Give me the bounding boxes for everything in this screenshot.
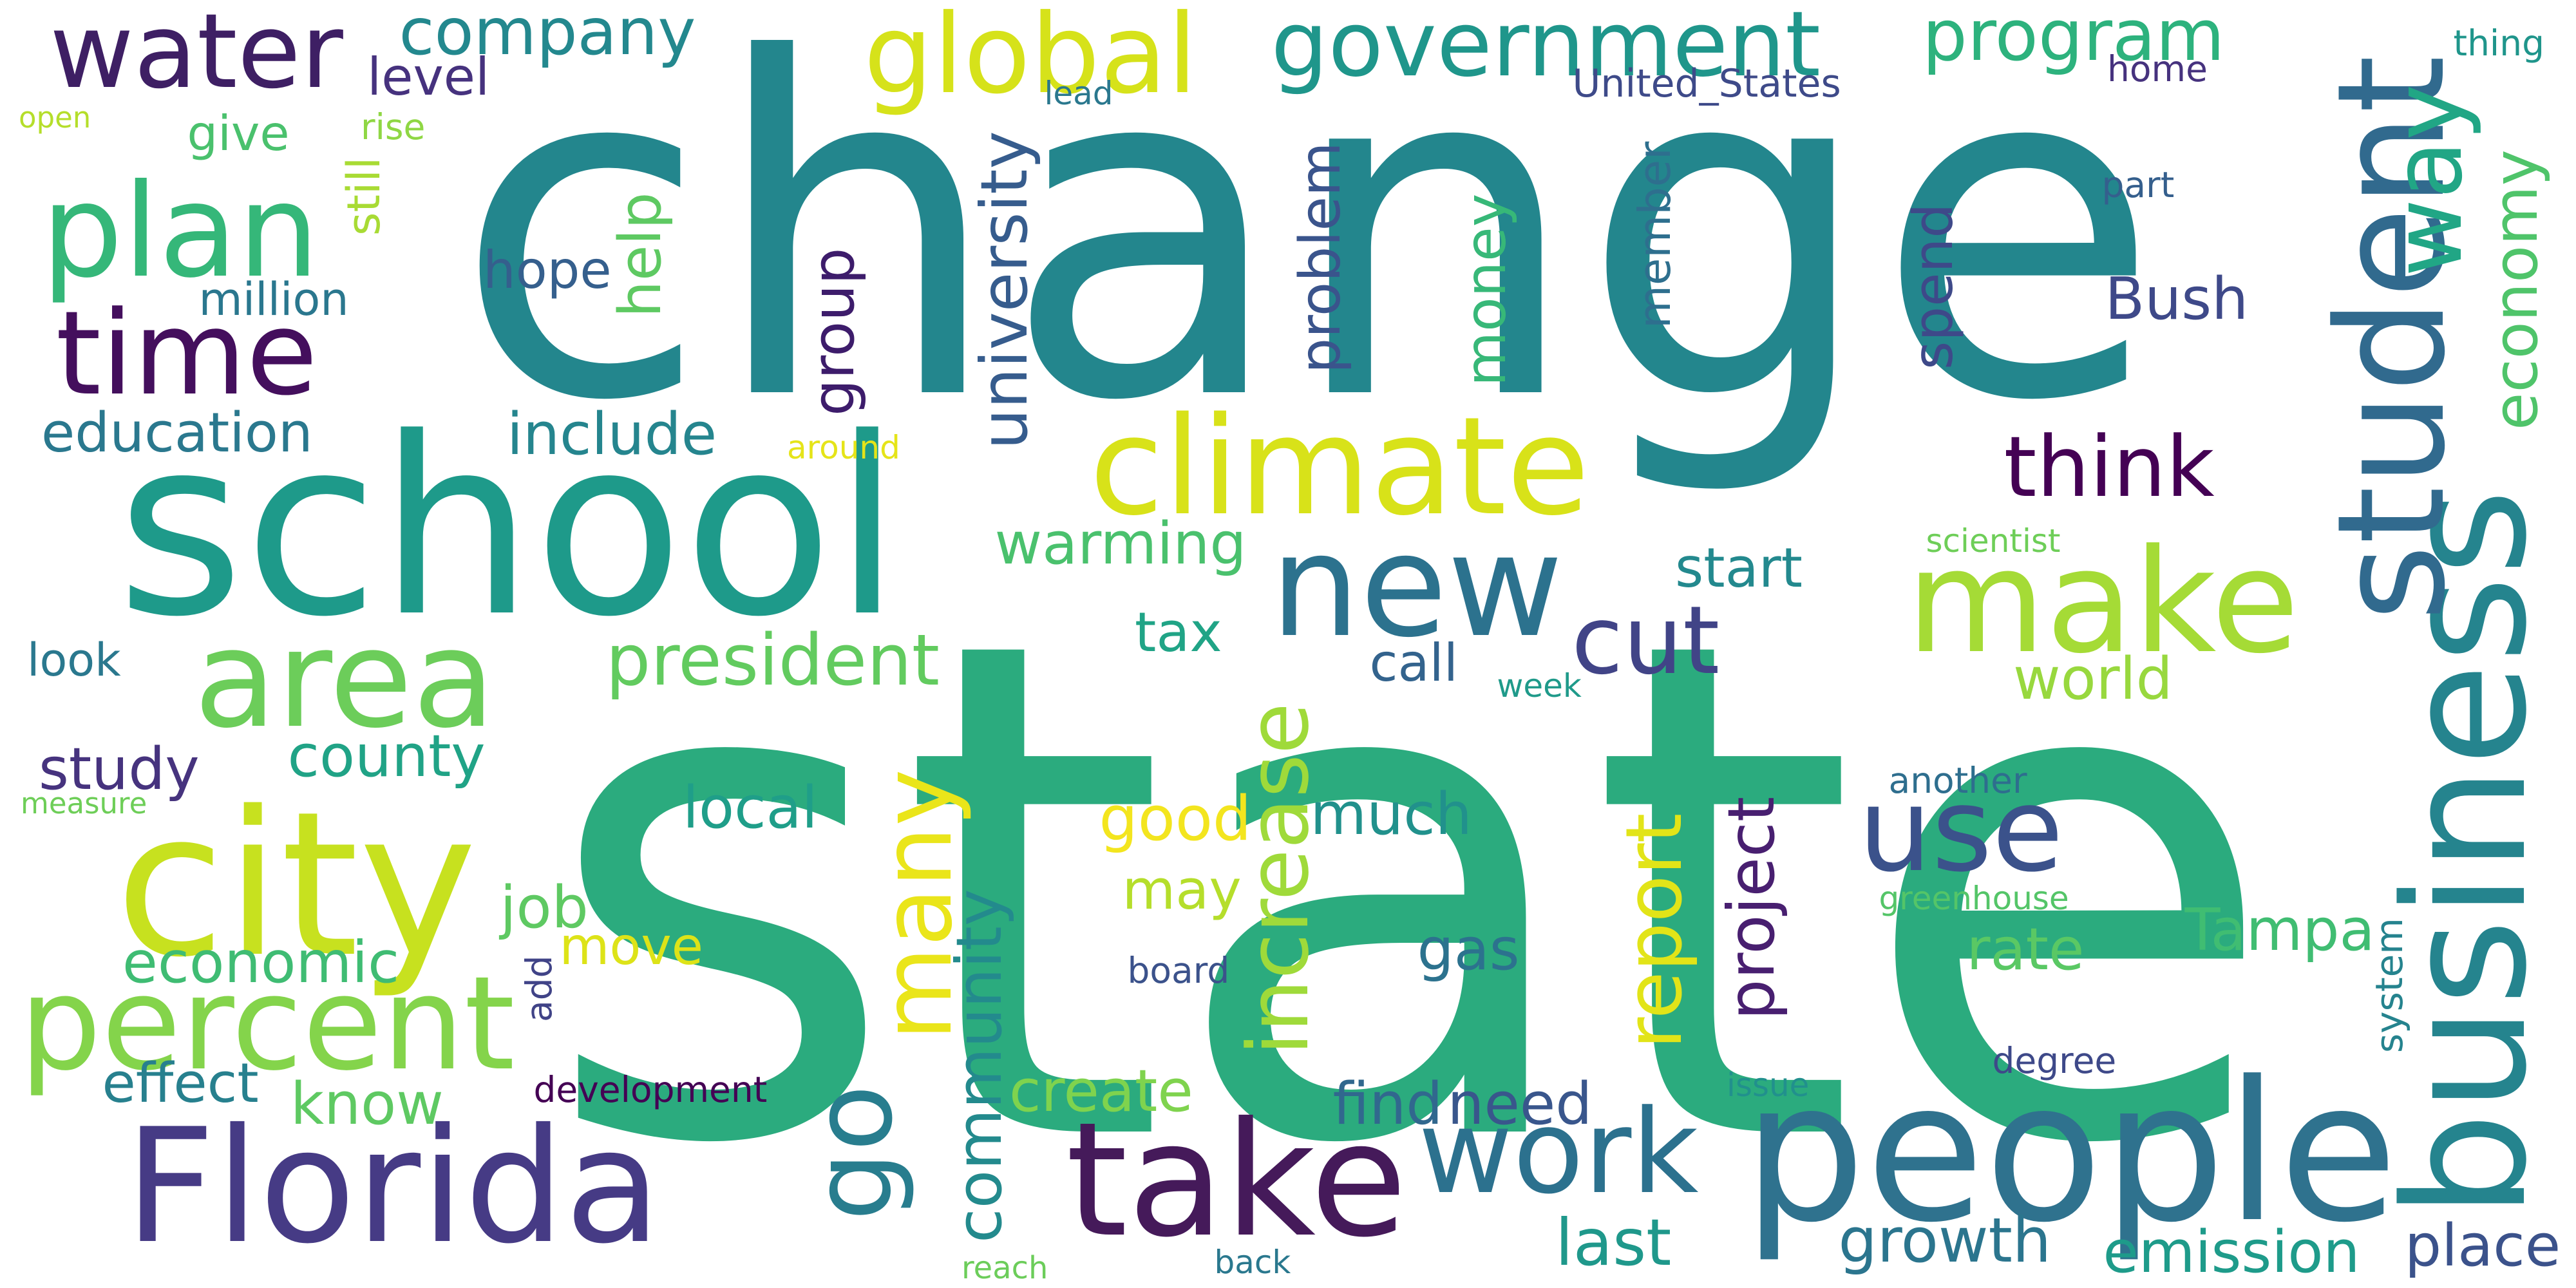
- word-florida: Florida: [124, 1095, 661, 1278]
- word-move: move: [559, 916, 703, 976]
- word-work: work: [1418, 1085, 1699, 1220]
- word-system: system: [2367, 918, 2411, 1053]
- word-tampa: Tampa: [2184, 896, 2375, 964]
- word-city: city: [115, 769, 477, 1001]
- word-problem: problem: [1287, 142, 1353, 374]
- word-use: use: [1858, 763, 2064, 898]
- word-measure: measure: [21, 786, 147, 820]
- word-think: think: [2003, 418, 2215, 516]
- word-issue: issue: [1727, 1066, 1810, 1104]
- word-economy: economy: [2481, 149, 2552, 430]
- word-people: people: [1743, 1040, 2398, 1265]
- word-study: study: [39, 735, 200, 803]
- word-around: around: [787, 429, 900, 466]
- word-reach: reach: [961, 1250, 1048, 1286]
- word-scientist: scientist: [1926, 522, 2061, 560]
- word-report: report: [1610, 812, 1700, 1049]
- word-gas: gas: [1417, 916, 1520, 983]
- word-increase: increase: [1229, 703, 1327, 1056]
- word-part: part: [2101, 164, 2175, 205]
- word-another: another: [1888, 760, 2027, 801]
- word-lead: lead: [1044, 75, 1113, 112]
- word-rate: rate: [1966, 916, 2085, 983]
- word-board: board: [1127, 950, 1230, 991]
- word-greenhouse: greenhouse: [1879, 880, 2069, 917]
- word-growth: growth: [1838, 1206, 2052, 1276]
- word-job: job: [500, 874, 589, 942]
- word-week: week: [1497, 667, 1582, 705]
- word-local: local: [683, 774, 818, 842]
- word-help: help: [607, 191, 674, 317]
- word-give: give: [187, 105, 290, 162]
- word-level: level: [367, 47, 490, 107]
- word-education: education: [41, 401, 313, 465]
- word-school: school: [117, 385, 902, 670]
- word-world: world: [2013, 645, 2173, 713]
- word-time: time: [55, 287, 318, 421]
- word-united-states: United_States: [1572, 61, 1841, 106]
- word-open: open: [19, 100, 91, 135]
- word-hope: hope: [483, 240, 612, 300]
- word-take: take: [1066, 1088, 1408, 1272]
- word-new: new: [1270, 504, 1564, 668]
- word-tax: tax: [1135, 601, 1222, 665]
- word-group: group: [800, 247, 867, 416]
- word-add: add: [518, 955, 560, 1022]
- word-member: member: [1629, 141, 1681, 328]
- word-include: include: [507, 401, 717, 468]
- word-president: president: [605, 619, 940, 701]
- word-million: million: [198, 273, 349, 326]
- word-back: back: [1214, 1244, 1291, 1281]
- word-government: government: [1271, 0, 1821, 97]
- word-climate: climate: [1089, 388, 1590, 545]
- word-degree: degree: [1992, 1040, 2117, 1081]
- word-need: need: [1447, 1070, 1593, 1138]
- word-state: state: [541, 495, 2280, 1288]
- word-rise: rise: [361, 106, 426, 147]
- word-place: place: [2405, 1212, 2561, 1280]
- word-change: change: [454, 0, 2161, 502]
- word-development: development: [533, 1069, 768, 1110]
- word-economic: economic: [122, 929, 400, 996]
- word-cut: cut: [1571, 586, 1720, 696]
- word-emission: emission: [2103, 1218, 2360, 1286]
- word-look: look: [27, 634, 121, 687]
- word-home: home: [2107, 48, 2208, 90]
- word-project: project: [1714, 796, 1789, 1020]
- word-university: university: [967, 130, 1042, 450]
- word-warming: warming: [994, 510, 1247, 578]
- word-call: call: [1369, 633, 1458, 693]
- word-community: community: [942, 889, 1016, 1243]
- word-much: much: [1310, 781, 1472, 848]
- word-last: last: [1555, 1205, 1672, 1280]
- word-thing: thing: [2453, 23, 2544, 64]
- word-may: may: [1122, 858, 1242, 922]
- word-area: area: [194, 600, 496, 758]
- word-know: know: [290, 1070, 444, 1138]
- word-spend: spend: [1902, 203, 1965, 370]
- word-global: global: [864, 0, 1198, 118]
- word-good: good: [1099, 784, 1252, 855]
- word-go: go: [790, 1084, 917, 1221]
- word-county: county: [287, 723, 486, 790]
- word-create: create: [1009, 1057, 1193, 1125]
- word-way: way: [2372, 84, 2483, 277]
- word-money: money: [1453, 193, 1519, 386]
- word-bush: Bush: [2105, 265, 2249, 333]
- word-find: find: [1332, 1070, 1443, 1138]
- word-make: make: [1906, 519, 2300, 685]
- word-still: still: [337, 156, 390, 236]
- word-start: start: [1675, 536, 1803, 600]
- word-program: program: [1922, 0, 2225, 77]
- word-effect: effect: [102, 1052, 259, 1115]
- word-plan: plan: [41, 156, 319, 307]
- word-company: company: [399, 0, 696, 70]
- word-water: water: [50, 0, 343, 111]
- word-percent: percent: [19, 948, 515, 1099]
